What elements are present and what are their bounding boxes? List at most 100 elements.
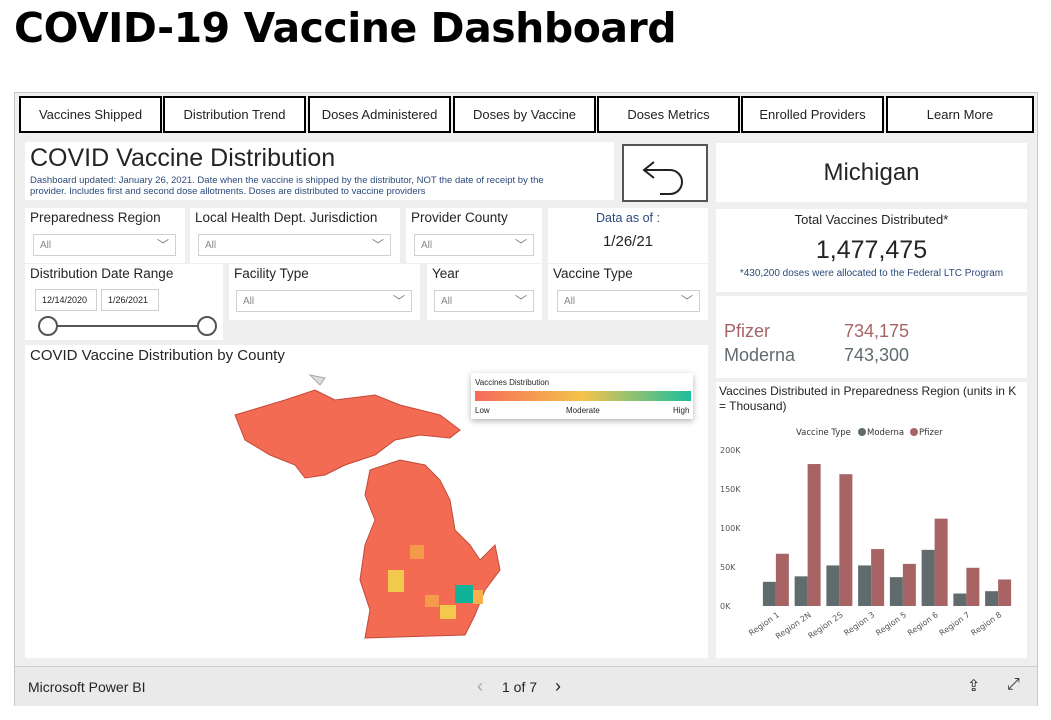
chevron-down-icon: ﹀ — [392, 294, 405, 308]
next-page-icon[interactable]: › — [555, 676, 561, 696]
vaccine-type-dropdown[interactable]: All ﹀ — [557, 290, 700, 312]
state-label: Michigan — [716, 143, 1027, 202]
bar-moderna-region-3[interactable] — [858, 565, 872, 606]
back-button[interactable] — [622, 144, 708, 202]
dropdown-value: All — [564, 296, 576, 307]
vaccine-type-filter: Vaccine Type All ﹀ — [548, 264, 708, 320]
nav-enrolled-providers[interactable]: Enrolled Providers — [741, 96, 884, 133]
data-as-of-card: Data as of : 1/26/21 — [548, 208, 708, 263]
x-tick-label: Region 8 — [969, 610, 1003, 637]
data-as-of-value: 1/26/21 — [602, 233, 654, 250]
county-map-card: COVID Vaccine Distribution by County Vac… — [25, 345, 708, 658]
bar-pfizer-region-5[interactable] — [902, 563, 916, 606]
bar-pfizer-region-2s[interactable] — [839, 474, 853, 606]
bar-pfizer-region-3[interactable] — [871, 549, 885, 606]
filter-label: Preparedness Region — [30, 210, 161, 225]
nav-vaccines-shipped[interactable]: Vaccines Shipped — [19, 96, 162, 133]
lhd-dropdown[interactable]: All ﹀ — [198, 234, 391, 256]
filter-label: Vaccine Type — [553, 266, 633, 281]
chevron-down-icon: ﹀ — [371, 238, 384, 252]
facility-type-filter: Facility Type All ﹀ — [229, 264, 420, 320]
x-tick-label: Region 5 — [874, 610, 908, 637]
share-icon[interactable]: ⇪ — [967, 678, 981, 695]
year-dropdown[interactable]: All ﹀ — [434, 290, 534, 312]
dropdown-value: All — [243, 296, 255, 307]
bar-moderna-region-5[interactable] — [889, 577, 903, 606]
total-card: Total Vaccines Distributed* 1,477,475 *4… — [716, 209, 1027, 292]
legend-gradient — [475, 391, 691, 401]
filter-label: Local Health Dept. Jurisdiction — [195, 210, 378, 225]
legend-marker — [858, 428, 866, 436]
update-note: Dashboard updated: January 26, 2021. Dat… — [30, 175, 544, 197]
moderna-value: 743,300 — [844, 345, 910, 365]
legend-label-moderna: Moderna — [867, 428, 904, 438]
facility-type-dropdown[interactable]: All ﹀ — [236, 290, 412, 312]
page-title: COVID-19 Vaccine Dashboard — [14, 4, 677, 52]
fullscreen-icon[interactable]: ⤢ — [1007, 676, 1020, 693]
michigan-map[interactable] — [225, 370, 505, 645]
x-tick-label: Region 2N — [774, 610, 813, 641]
x-tick-label: Region 2S — [807, 610, 845, 640]
region-chart-card: Vaccines Distributed in Preparedness Reg… — [716, 382, 1027, 658]
total-note: *430,200 doses were allocated to the Fed… — [739, 268, 1004, 279]
powerbi-brand-link[interactable]: Microsoft Power BI — [28, 679, 146, 695]
bar-pfizer-region-1[interactable] — [775, 553, 789, 606]
back-arrow-icon — [642, 161, 683, 195]
chevron-down-icon: ﹀ — [514, 294, 527, 308]
map-legend: Vaccines Distribution Low Moderate High — [471, 373, 693, 419]
bar-moderna-region-2n[interactable] — [794, 576, 808, 606]
chart-title: Vaccines Distributed in Preparedness Reg… — [719, 384, 1017, 413]
filter-label: Facility Type — [234, 266, 309, 281]
legend-low: Low — [475, 406, 490, 415]
total-label: Total Vaccines Distributed* — [794, 212, 949, 227]
page-indicator: 1 of 7 — [502, 679, 538, 695]
nav-distribution-trend[interactable]: Distribution Trend — [163, 96, 306, 133]
y-tick-label: 0K — [720, 602, 731, 611]
footer-bar: Microsoft Power BI ‹ 1 of 7 › ⇪ ⤢ — [15, 666, 1037, 706]
prev-page-icon[interactable]: ‹ — [477, 676, 483, 696]
date-slider-start-handle[interactable] — [38, 316, 58, 336]
bar-moderna-region-6[interactable] — [921, 549, 935, 606]
nav-doses-administered[interactable]: Doses Administered — [308, 96, 451, 133]
dropdown-value: All — [441, 296, 453, 307]
start-date-input[interactable]: 12/14/2020 — [35, 289, 97, 311]
data-as-of-label: Data as of : — [596, 211, 660, 225]
x-tick-label: Region 3 — [842, 610, 876, 637]
legend-mid: Moderate — [566, 406, 600, 415]
y-tick-label: 100K — [720, 524, 741, 533]
legend-marker — [910, 428, 918, 436]
nav-doses-by-vaccine[interactable]: Doses by Vaccine — [453, 96, 596, 133]
date-slider-end-handle[interactable] — [197, 316, 217, 336]
preparedness-region-dropdown[interactable]: All ﹀ — [33, 234, 176, 256]
dropdown-value: All — [40, 240, 52, 251]
bar-pfizer-region-7[interactable] — [966, 567, 980, 606]
date-range-filter: Distribution Date Range 12/14/2020 1/26/… — [25, 264, 223, 340]
report-title: COVID Vaccine Distribution — [30, 144, 336, 172]
end-date-input[interactable]: 1/26/2021 — [101, 289, 159, 311]
bar-moderna-region-8[interactable] — [985, 591, 999, 606]
bar-pfizer-region-8[interactable] — [998, 579, 1012, 606]
bar-moderna-region-2s[interactable] — [826, 565, 840, 606]
bar-moderna-region-1[interactable] — [762, 581, 776, 606]
y-tick-label: 200K — [720, 446, 741, 455]
dropdown-value: All — [421, 240, 433, 251]
year-filter: Year All ﹀ — [427, 264, 542, 320]
nav-learn-more[interactable]: Learn More — [886, 96, 1034, 133]
nav-doses-metrics[interactable]: Doses Metrics — [597, 96, 740, 133]
x-tick-label: Region 7 — [938, 610, 972, 637]
pfizer-label: Pfizer — [724, 321, 771, 341]
preparedness-region-filter: Preparedness Region All ﹀ — [25, 208, 185, 263]
legend-title: Vaccine Type — [796, 428, 851, 438]
bar-moderna-region-7[interactable] — [953, 593, 967, 606]
bar-chart: Vaccine Type Moderna Pfizer 0K 50K 100K 150K 20… — [720, 428, 1012, 641]
chevron-down-icon: ﹀ — [156, 238, 169, 252]
bar-pfizer-region-2n[interactable] — [807, 464, 821, 606]
provider-county-dropdown[interactable]: All ﹀ — [414, 234, 534, 256]
filter-label: Provider County — [411, 210, 508, 225]
lhd-filter: Local Health Dept. Jurisdiction All ﹀ — [190, 208, 400, 263]
map-title: COVID Vaccine Distribution by County — [30, 347, 285, 364]
legend-high: High — [673, 406, 690, 415]
bar-pfizer-region-6[interactable] — [934, 518, 948, 606]
pfizer-value: 734,175 — [844, 321, 910, 341]
filter-label: Year — [432, 266, 460, 281]
